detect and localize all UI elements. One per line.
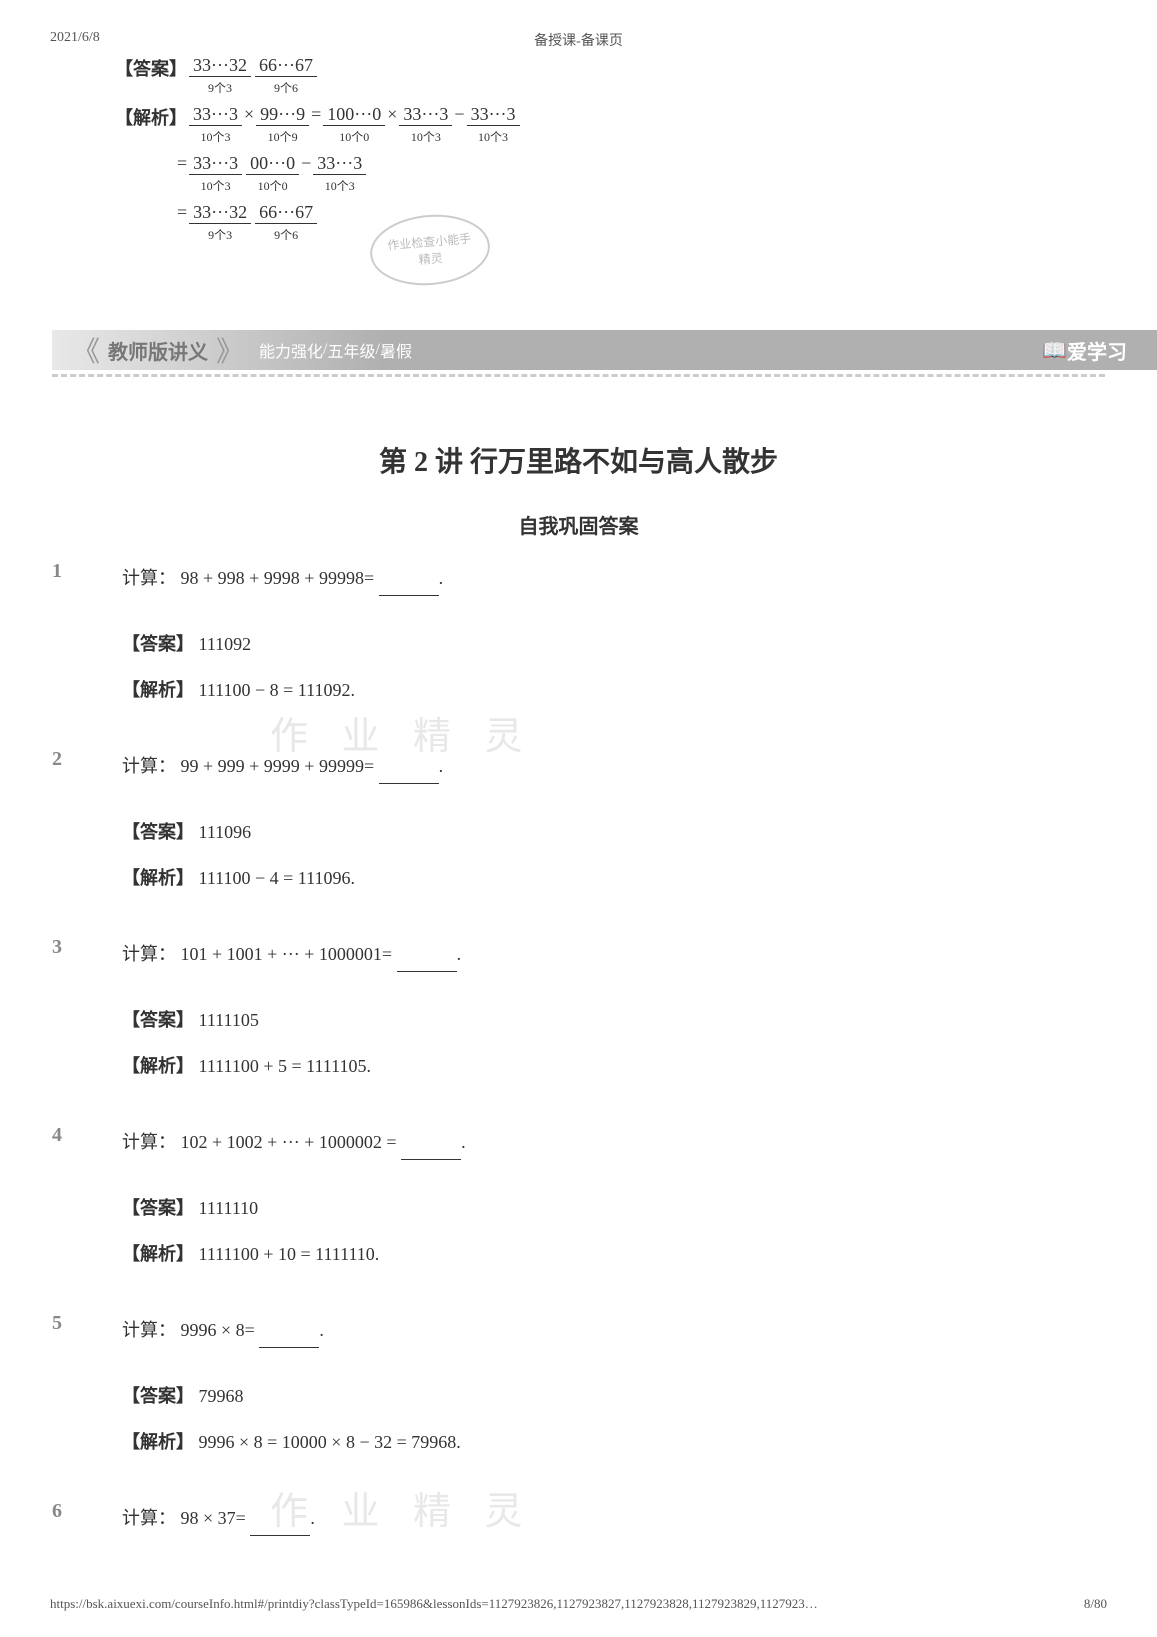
answer-line: 【答案】 111092 — [122, 626, 1105, 662]
book-icon: 📖 — [1042, 338, 1067, 363]
answer-line: 【答案】 1111110 — [122, 1190, 1105, 1226]
underbrace: 33···3 10个3 — [313, 153, 366, 194]
problem-question: 计算： 98 + 998 + 9998 + 99998= . — [122, 560, 1105, 596]
problem-question: 计算： 9996 × 8= . — [122, 1312, 1105, 1348]
underbrace: 00···0 10个0 — [246, 153, 299, 194]
banner-sub-1: 能力强化 — [259, 338, 323, 362]
problem-number: 6 — [52, 1500, 62, 1523]
problem-number: 1 — [52, 560, 62, 583]
underbrace: 33···3 10个3 — [189, 104, 242, 145]
answer-line: 【答案】 111096 — [122, 814, 1105, 850]
dashed-divider — [52, 374, 1105, 377]
problem-content: 计算： 99 + 999 + 9999 + 99999= . 【答案】 1110… — [122, 748, 1105, 896]
underbrace: 33···32 9个3 — [189, 55, 251, 96]
problem-content: 计算： 98 + 998 + 9998 + 99998= . 【答案】 1110… — [122, 560, 1105, 708]
banner-main-text: 教师版讲义 — [108, 336, 208, 365]
problem-question: 计算： 102 + 1002 + ··· + 1000002 = . — [122, 1124, 1105, 1160]
problem-number: 3 — [52, 936, 62, 959]
problem-content: 计算： 101 + 1001 + ··· + 1000001= . 【答案】 1… — [122, 936, 1105, 1084]
problem-section: 1 计算： 98 + 998 + 9998 + 99998= . 【答案】 11… — [52, 560, 1105, 1576]
underbrace: 33···3 10个3 — [467, 104, 520, 145]
underbrace: 33···3 10个3 — [399, 104, 452, 145]
problem-block: 4 计算： 102 + 1002 + ··· + 1000002 = . 【答案… — [52, 1124, 1105, 1272]
header-date: 2021/6/8 — [50, 30, 100, 46]
problem-question: 计算： 101 + 1001 + ··· + 1000001= . — [122, 936, 1105, 972]
problem-content: 计算： 98 × 37= . — [122, 1500, 1105, 1536]
underbrace: 99···9 10个9 — [256, 104, 309, 145]
problem-block: 2 计算： 99 + 999 + 9999 + 99999= . 【答案】 11… — [52, 748, 1105, 896]
analysis-label: 【解析】 — [115, 104, 187, 130]
blank-line — [250, 1514, 310, 1536]
blank-line — [401, 1138, 461, 1160]
problem-number: 2 — [52, 748, 62, 771]
analysis-line: 【解析】 1111100 + 10 = 1111110. — [122, 1236, 1105, 1272]
analysis-line: 【解析】 1111100 + 5 = 1111105. — [122, 1048, 1105, 1084]
problem-number: 5 — [52, 1312, 62, 1335]
banner-sub-3: 暑假 — [380, 338, 412, 362]
problem-block: 5 计算： 9996 × 8= . 【答案】 79968 【解析】 9996 ×… — [52, 1312, 1105, 1460]
footer-url: https://bsk.aixuexi.com/courseInfo.html#… — [50, 1596, 818, 1612]
answer-line: 【答案】 79968 — [122, 1378, 1105, 1414]
blank-line — [379, 762, 439, 784]
footer-page: 8/80 — [1084, 1596, 1107, 1612]
underbrace: 66···67 9个6 — [255, 55, 317, 96]
problem-block: 6 计算： 98 × 37= . — [52, 1500, 1105, 1536]
underbrace: 66···67 9个6 — [255, 202, 317, 243]
answer-line: 【答案】 33···32 9个3 66···67 9个6 — [115, 55, 522, 96]
answer-label: 【答案】 — [115, 55, 187, 81]
banner-logo: 📖 爱学习 — [1042, 336, 1127, 365]
analysis-line: 【解析】 111100 − 4 = 111096. — [122, 860, 1105, 896]
blank-line — [397, 950, 457, 972]
problem-number: 4 — [52, 1124, 62, 1147]
problem-question: 计算： 99 + 999 + 9999 + 99999= . — [122, 748, 1105, 784]
problem-block: 3 计算： 101 + 1001 + ··· + 1000001= . 【答案】… — [52, 936, 1105, 1084]
analysis-line: 【解析】 111100 − 8 = 111092. — [122, 672, 1105, 708]
blank-line — [379, 574, 439, 596]
analysis-line-1: 【解析】 33···3 10个3 × 99···9 10个9 = 100···0… — [115, 104, 522, 145]
problem-content: 计算： 102 + 1002 + ··· + 1000002 = . 【答案】 … — [122, 1124, 1105, 1272]
chapter-title: 第 2 讲 行万里路不如与高人散步 — [379, 440, 778, 480]
header-title: 备授课-备课页 — [534, 30, 623, 50]
section-banner: 《 教师版讲义 》 能力强化 / 五年级 / 暑假 📖 爱学习 — [52, 330, 1157, 370]
chevron-left-icon: 《 — [72, 330, 100, 370]
analysis-line: 【解析】 9996 × 8 = 10000 × 8 − 32 = 79968. — [122, 1424, 1105, 1460]
chevron-right-icon: 》 — [216, 330, 244, 370]
analysis-line-2: = 33···3 10个3 00···0 10个0 − 33···3 10个3 — [177, 153, 522, 194]
answer-line: 【答案】 1111105 — [122, 1002, 1105, 1038]
underbrace: 33···32 9个3 — [189, 202, 251, 243]
problem-content: 计算： 9996 × 8= . 【答案】 79968 【解析】 9996 × 8… — [122, 1312, 1105, 1460]
problem-block: 1 计算： 98 + 998 + 9998 + 99998= . 【答案】 11… — [52, 560, 1105, 708]
problem-question: 计算： 98 × 37= . — [122, 1500, 1105, 1536]
chapter-subtitle: 自我巩固答案 — [519, 510, 639, 539]
underbrace: 33···3 10个3 — [189, 153, 242, 194]
blank-line — [259, 1326, 319, 1348]
banner-sub-2: 五年级 — [328, 338, 376, 362]
underbrace: 100···0 10个0 — [323, 104, 385, 145]
